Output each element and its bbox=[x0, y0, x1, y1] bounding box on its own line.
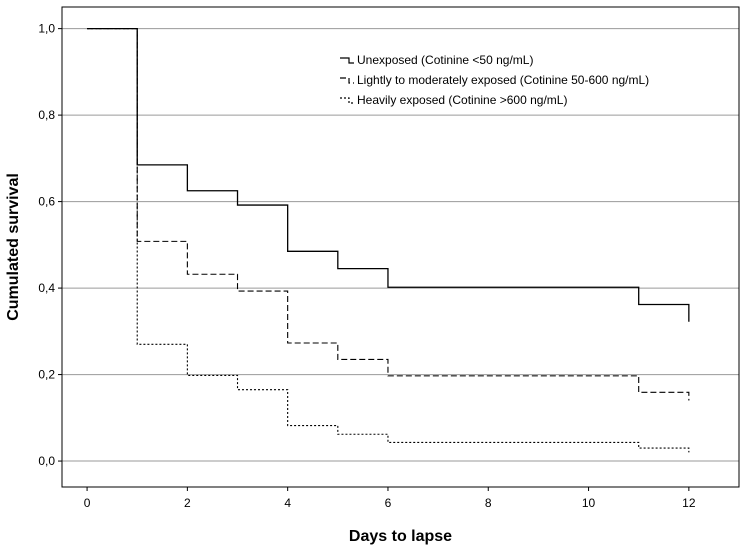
x-tick-label: 2 bbox=[184, 496, 191, 510]
series-line-1 bbox=[87, 27, 690, 322]
legend-swatch bbox=[340, 97, 354, 104]
x-tick-label: 4 bbox=[284, 496, 291, 510]
x-tick-label: 8 bbox=[485, 496, 492, 510]
gridlines bbox=[62, 28, 739, 462]
x-tick-label: 12 bbox=[682, 496, 696, 510]
y-axis: 0,0 0,2 0,4 0,6 0,8 1,0 bbox=[38, 22, 62, 468]
plot-frame bbox=[61, 6, 740, 488]
y-tick-label: 0,0 bbox=[38, 454, 55, 468]
y-axis-title: Cumulated survival bbox=[5, 173, 22, 321]
y-tick-label: 0,2 bbox=[38, 368, 55, 382]
y-tick-label: 0,4 bbox=[38, 281, 55, 295]
y-tick-label: 0,6 bbox=[38, 195, 55, 209]
x-tick-label: 10 bbox=[582, 496, 596, 510]
legend-label: Unexposed (Cotinine <50 ng/mL) bbox=[357, 53, 533, 67]
x-tick-label: 6 bbox=[385, 496, 392, 510]
x-tick-label: 0 bbox=[84, 496, 91, 510]
y-tick-label: 0,8 bbox=[38, 108, 55, 122]
legend-swatch bbox=[340, 77, 354, 84]
legend-label: Heavily exposed (Cotinine >600 ng/mL) bbox=[357, 93, 567, 107]
x-axis: 0 2 4 6 8 10 12 bbox=[84, 487, 696, 510]
series-line-3 bbox=[87, 28, 690, 453]
series-line-2 bbox=[87, 28, 690, 401]
x-axis-title: Days to lapse bbox=[349, 528, 452, 545]
legend: Unexposed (Cotinine <50 ng/mL) Lightly to… bbox=[340, 53, 649, 107]
series-lines bbox=[87, 27, 690, 453]
legend-label: Lightly to moderately exposed (Cotinine … bbox=[357, 73, 649, 87]
legend-swatch bbox=[340, 57, 354, 64]
y-tick-label: 1,0 bbox=[38, 22, 55, 36]
